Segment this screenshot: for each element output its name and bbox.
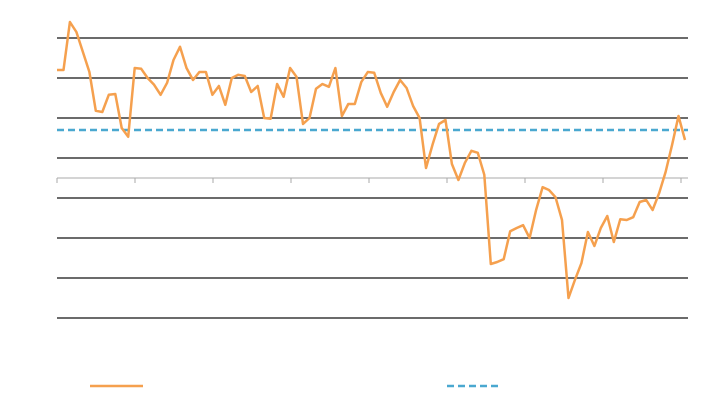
x-axis xyxy=(56,177,688,183)
series-line xyxy=(57,20,687,300)
